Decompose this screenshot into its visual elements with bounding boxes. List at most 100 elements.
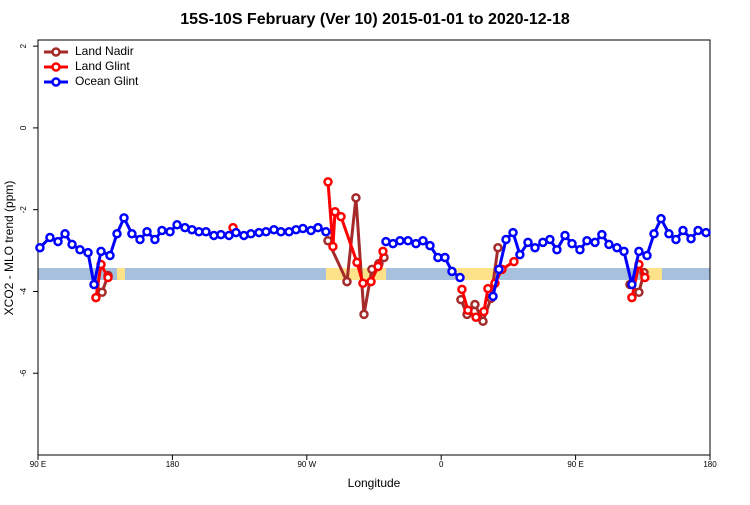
- point: [323, 177, 333, 187]
- point: [656, 213, 666, 224]
- series: [35, 213, 711, 302]
- point: [567, 238, 577, 249]
- point: [142, 227, 152, 237]
- point: [261, 227, 271, 237]
- point: [634, 287, 644, 298]
- point: [67, 239, 77, 250]
- point: [479, 306, 489, 317]
- point: [515, 249, 525, 260]
- point: [488, 291, 498, 302]
- point: [165, 227, 175, 237]
- point: [493, 242, 503, 253]
- point: [172, 220, 182, 230]
- point: [216, 229, 226, 240]
- x-tick-label: 180: [166, 460, 180, 469]
- point: [157, 225, 167, 236]
- point: [45, 232, 55, 243]
- y-tick-label: -6: [19, 369, 28, 377]
- point: [604, 239, 614, 250]
- point: [342, 276, 352, 287]
- point: [127, 229, 137, 239]
- point: [671, 234, 681, 245]
- x-tick-label: 90 W: [297, 460, 316, 469]
- point: [53, 236, 63, 247]
- point: [627, 292, 637, 303]
- point: [378, 246, 388, 257]
- point: [619, 246, 629, 257]
- point: [582, 236, 592, 246]
- point: [501, 234, 511, 245]
- legend-marker: [51, 62, 61, 72]
- legend-label: Land Nadir: [75, 44, 134, 58]
- point: [457, 284, 467, 295]
- land-patch: [455, 268, 497, 280]
- x-tick-label: 180: [703, 460, 717, 469]
- point: [336, 211, 346, 222]
- point: [545, 234, 555, 245]
- point: [447, 266, 457, 277]
- point: [135, 234, 145, 245]
- point: [640, 272, 650, 283]
- point: [440, 252, 450, 263]
- point: [627, 279, 637, 290]
- point: [494, 264, 504, 275]
- point: [298, 223, 308, 234]
- point: [693, 225, 703, 236]
- y-tick-label: -2: [19, 206, 28, 214]
- point: [612, 242, 622, 253]
- point: [75, 244, 85, 255]
- point: [35, 242, 45, 253]
- point: [483, 283, 493, 294]
- point: [313, 222, 323, 233]
- point: [455, 272, 465, 283]
- point: [89, 279, 99, 290]
- point: [91, 292, 101, 303]
- point: [664, 229, 674, 239]
- point: [103, 272, 113, 283]
- legend-marker: [51, 47, 61, 57]
- point: [530, 242, 540, 253]
- point: [119, 213, 129, 223]
- point: [60, 229, 70, 239]
- y-tick-label: 2: [19, 43, 28, 48]
- point: [649, 229, 659, 239]
- x-axis-label: Longitude: [348, 476, 401, 490]
- point: [508, 227, 518, 238]
- point: [678, 225, 688, 236]
- point: [246, 229, 256, 239]
- point: [425, 240, 435, 251]
- x-tick-label: 0: [439, 460, 444, 469]
- point: [97, 287, 107, 298]
- y-tick-label: -4: [19, 287, 28, 295]
- point: [352, 257, 362, 268]
- point: [523, 237, 533, 248]
- x-tick-label: 90 E: [567, 460, 583, 469]
- point: [509, 256, 519, 267]
- point: [231, 227, 241, 238]
- y-tick-label: 0: [19, 125, 28, 130]
- point: [105, 250, 115, 261]
- point: [395, 236, 405, 246]
- point: [642, 250, 652, 261]
- point: [112, 229, 122, 239]
- point: [575, 244, 585, 255]
- y-axis-label: XCO2 - MLO trend (ppm): [2, 181, 16, 316]
- point: [366, 276, 376, 287]
- x-tick-label: 90 E: [30, 460, 46, 469]
- point: [358, 278, 368, 289]
- chart-title: 15S-10S February (Ver 10) 2015-01-01 to …: [180, 11, 570, 28]
- point: [373, 261, 383, 272]
- point: [418, 236, 428, 246]
- point: [276, 227, 286, 237]
- point: [403, 236, 413, 246]
- point: [463, 305, 473, 316]
- point: [701, 227, 711, 238]
- point: [321, 227, 331, 237]
- point: [328, 241, 338, 252]
- point: [470, 299, 480, 310]
- point: [471, 312, 481, 322]
- point: [359, 309, 369, 320]
- point: [201, 227, 211, 237]
- point: [560, 230, 570, 241]
- legend-label: Ocean Glint: [75, 74, 139, 88]
